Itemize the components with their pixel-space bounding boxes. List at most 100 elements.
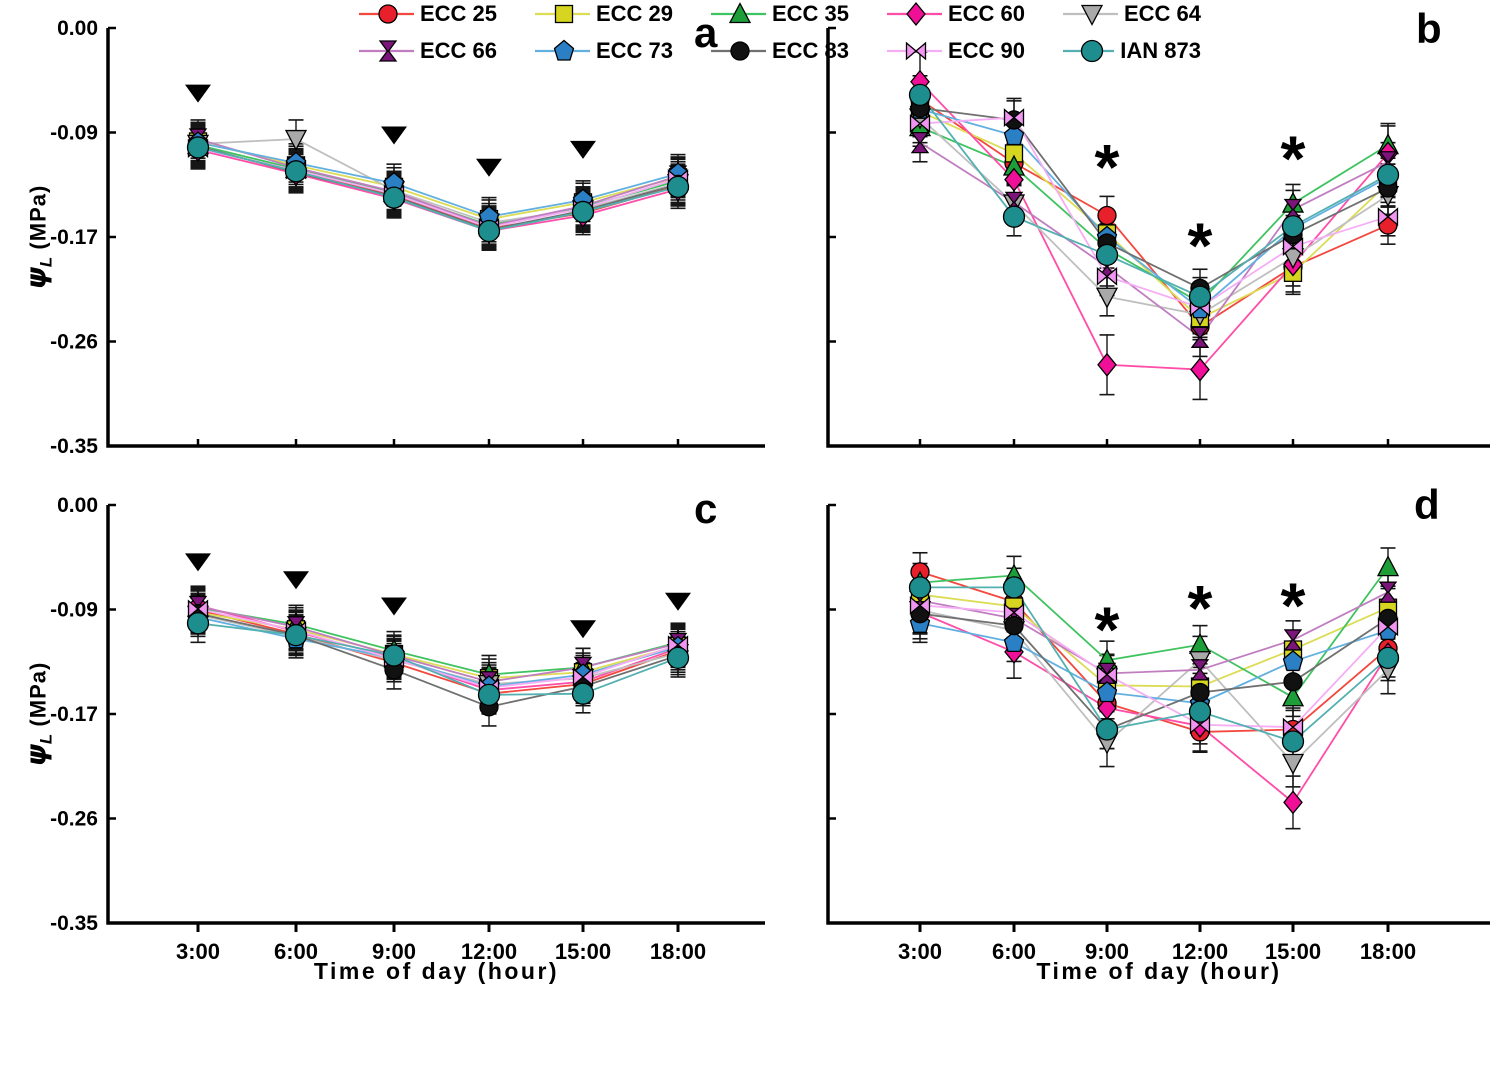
markers-c: [186, 593, 690, 717]
marker-ecc-90: [1003, 108, 1025, 127]
y-tick-label: 0.00: [57, 17, 98, 40]
marker-ian-873: [908, 576, 932, 599]
marker-ian-873: [382, 186, 406, 209]
marker-ecc-66: [1283, 629, 1303, 651]
error-bars-c: [190, 585, 686, 727]
line-ecc-90: [197, 608, 679, 689]
significance-triangle-icon: [185, 84, 211, 103]
legend-marker-icon: [906, 1, 926, 27]
marker-ecc-60: [1190, 357, 1210, 382]
marker-ian-873: [1002, 205, 1026, 228]
panel-d: 3:00 6:00 9:00 12:00 15:00 18:00 * * *: [826, 503, 1490, 964]
psi-subscript: L: [36, 733, 56, 745]
x-tick-label: 6:00: [274, 939, 318, 964]
legend-marker-icon: [378, 40, 398, 62]
legend-marker-icon: [554, 4, 574, 24]
marker-ecc-35: [1376, 555, 1400, 577]
marker-ian-873: [571, 200, 595, 224]
line-ecc-73: [197, 141, 679, 218]
x-tick-label: 18:00: [1360, 939, 1416, 964]
marker-ecc-90: [1096, 267, 1118, 286]
y-tick-label: -0.26: [50, 808, 98, 831]
line-ecc-83: [197, 612, 679, 708]
line-ecc-60: [919, 611, 1389, 804]
legend-marker-icon: [905, 41, 927, 61]
y-tick-label: -0.17: [50, 703, 98, 726]
legend-label: ECC 90: [947, 38, 1025, 63]
marker-ian-873: [1095, 243, 1119, 267]
marker-ecc-64: [284, 129, 308, 151]
legend-item-ecc-66: ECC 66: [357, 37, 497, 65]
legend-item-ecc-90: ECC 90: [885, 37, 1025, 65]
line-ecc-64: [919, 609, 1389, 764]
line-ian-873: [197, 622, 679, 696]
legend-item-ecc-25: ECC 25: [357, 0, 497, 28]
line-ian-873: [920, 586, 1389, 743]
axis-spines-c: [106, 505, 765, 925]
legend-item-ecc-35: ECC 35: [709, 0, 849, 28]
legend-label: ECC 25: [419, 1, 497, 26]
error-bars-a: [190, 119, 686, 251]
marker-ecc-73: [1003, 630, 1025, 652]
legend-item-ecc-64: ECC 64: [1061, 0, 1201, 28]
line-ecc-64: [919, 116, 1389, 316]
marker-ecc-64: [1281, 753, 1305, 775]
panel-c: 0.00 -0.09 -0.17 -0.26 -0.35 3:00 6:00 9:00 12:0…: [50, 494, 765, 964]
marker-ecc-66: [1378, 581, 1398, 603]
x-tick-label: 3:00: [176, 939, 220, 964]
error-bars-b: [912, 51, 1396, 401]
line-ecc-64: [197, 138, 679, 224]
markers-b: [908, 69, 1400, 382]
marker-ecc-90: [1003, 603, 1025, 622]
significance-asterisk-icon: *: [1095, 593, 1120, 665]
legend-item-ecc-60: ECC 60: [885, 0, 1025, 28]
significance-triangle-icon: [381, 126, 407, 145]
line-ecc-29: [919, 593, 1389, 688]
line-ecc-90: [919, 604, 1389, 729]
x-axis-title-left: Time of day (hour): [313, 958, 560, 984]
marker-ecc-83: [1190, 682, 1210, 703]
marker-ecc-73: [1003, 124, 1025, 146]
marker-ian-873: [477, 219, 501, 243]
line-ecc-35: [919, 566, 1389, 699]
y-axis-units: (MPa): [25, 184, 51, 257]
significance-asterisk-icon: *: [1188, 210, 1213, 282]
panel-letter-c: c: [694, 485, 718, 532]
error-bars-d: [912, 547, 1396, 830]
legend-swatch-ecc-25: [359, 4, 414, 24]
legend-marker-icon: [728, 2, 752, 24]
significance-triangle-icon: [570, 140, 596, 159]
marker-ecc-66: [1190, 326, 1210, 348]
y-tick-label: -0.09: [50, 122, 98, 145]
legend-label: IAN 873: [1120, 38, 1201, 63]
x-tick-label: 12:00: [1172, 939, 1228, 964]
marker-ecc-90: [909, 595, 931, 615]
marker-ecc-73: [1282, 650, 1304, 672]
legend-marker-icon: [553, 39, 575, 61]
legend-label: ECC 29: [595, 1, 673, 26]
significance-asterisk-icon: *: [1281, 570, 1306, 642]
marker-ecc-60: [1004, 167, 1024, 192]
legend-marker-icon: [378, 4, 398, 24]
legend-item-ecc-29: ECC 29: [533, 0, 673, 28]
marker-ecc-90: [1282, 237, 1304, 256]
y-tick-label: -0.26: [50, 331, 98, 354]
legend-label: ECC 60: [947, 1, 1025, 26]
x-tick-label: 9:00: [1085, 939, 1129, 964]
line-ecc-73: [197, 616, 679, 688]
legend-swatch-ecc-29: [535, 4, 590, 24]
marker-ian-873: [1281, 730, 1305, 753]
y-tick-label: -0.09: [50, 599, 98, 622]
line-ecc-83: [919, 107, 1389, 290]
marker-ecc-90: [1096, 665, 1118, 684]
y-tick-label: -0.35: [50, 912, 98, 935]
line-ecc-73: [919, 622, 1389, 705]
marker-ian-873: [186, 136, 210, 159]
legend-swatch-ecc-73: [535, 39, 590, 61]
y-axis-title-top: ψL (MPa): [20, 185, 57, 290]
x-tick-label: 15:00: [555, 939, 611, 964]
series-lines-c: [197, 604, 679, 708]
legend-swatch-ecc-83: [711, 41, 766, 61]
marker-ecc-60: [1283, 790, 1303, 815]
